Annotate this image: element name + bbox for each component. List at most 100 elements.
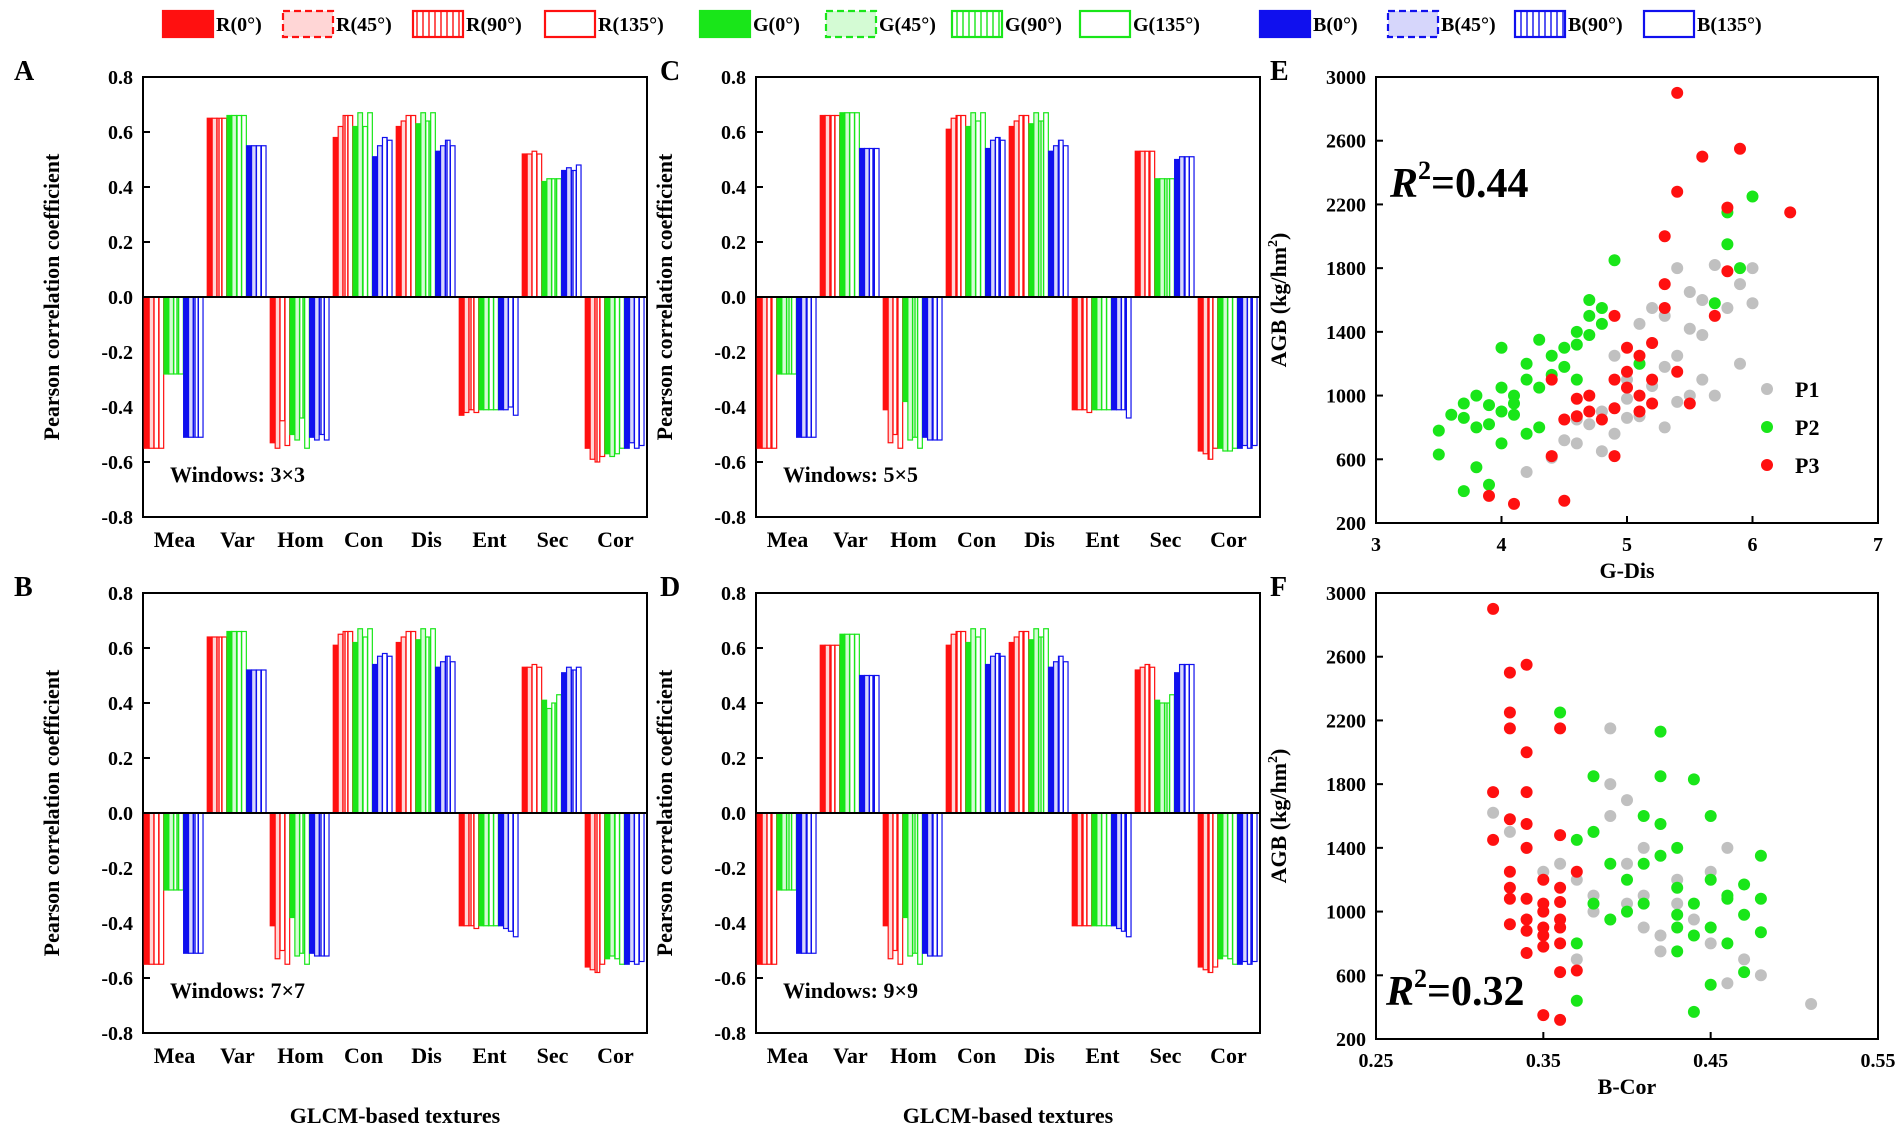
window-size-annotation: Windows: 3×3 <box>170 462 305 487</box>
point-p3 <box>1545 373 1558 386</box>
bar-con-r-135 <box>347 630 354 814</box>
bar-cor-r-135 <box>599 812 606 965</box>
scatter-panel-e: E 200 600 1000 1400 1800 2200 2600 3000 3 4 5 6 7 P1 P2… <box>1266 56 1883 583</box>
bar-mea-g-0 <box>163 812 170 891</box>
bar-cor-g-45 <box>609 296 616 458</box>
bar-mea-g-0 <box>776 812 783 891</box>
point-p1 <box>1754 969 1767 982</box>
bar-mea-r-45 <box>761 812 768 965</box>
bar-cor-r-0 <box>584 296 591 449</box>
bar-ent-r-90 <box>1081 812 1088 927</box>
x-axis-label: G-Dis <box>1600 558 1655 583</box>
bar-var-r-45 <box>211 117 218 298</box>
bar-cor-b-45 <box>1241 812 1248 963</box>
point-p1 <box>1503 825 1516 838</box>
point-p2 <box>1554 706 1567 719</box>
bar-hom-b-90 <box>318 296 325 436</box>
bar-ent-g-0 <box>1091 296 1098 411</box>
point-p3 <box>1696 150 1709 163</box>
bar-var-r-135 <box>834 114 841 298</box>
point-p3 <box>1503 918 1516 931</box>
bar-var-g-135 <box>241 630 247 814</box>
point-p3 <box>1633 405 1646 418</box>
point-p2 <box>1654 725 1667 738</box>
bar-sec-b-135 <box>1188 156 1195 298</box>
bar-ent-g-135 <box>1106 296 1112 411</box>
bar-sec-b-45 <box>1178 156 1185 298</box>
bar-cor-b-90 <box>633 812 640 965</box>
bar-con-g-135 <box>367 628 373 814</box>
bar-hom-b-0 <box>309 296 315 438</box>
bar-sec-b-135 <box>575 666 582 814</box>
bar-var-g-45 <box>844 112 851 298</box>
bar-sec-g-0 <box>541 699 548 814</box>
y-tick-label: 0.6 <box>721 122 746 144</box>
x-tick-label: Cor <box>597 527 634 552</box>
bar-ent-b-90 <box>1120 812 1127 932</box>
legend-marker-p3 <box>1761 459 1773 471</box>
bar-dis-b-45 <box>1052 661 1059 814</box>
x-tick-label: Con <box>344 527 383 552</box>
y-tick-label: 0.0 <box>108 287 133 309</box>
bar-sec-g-45 <box>1159 702 1166 814</box>
bar-sec-g-0 <box>1154 178 1161 298</box>
x-tick-label: 0.25 <box>1359 1050 1394 1072</box>
bar-hom-b-90 <box>931 296 938 441</box>
point-p2 <box>1570 325 1583 338</box>
y-tick-label: 0.6 <box>108 122 133 144</box>
legend-swatch-g-90 <box>950 9 1004 39</box>
bar-var-r-135 <box>221 636 228 814</box>
panel-label: D <box>660 572 680 603</box>
bar-ent-b-45 <box>502 296 509 411</box>
bar-mea-r-0 <box>143 812 150 965</box>
point-p2 <box>1671 945 1684 958</box>
legend-label-g-90: G(90°) <box>1005 14 1062 36</box>
bar-cor-r-90 <box>1207 812 1214 974</box>
panel-label: F <box>1270 572 1287 603</box>
bar-ent-g-90 <box>1101 296 1108 411</box>
bar-con-g-0 <box>965 125 972 298</box>
bar-con-g-90 <box>975 120 982 298</box>
bar-var-b-90 <box>868 147 875 298</box>
point-p2 <box>1734 262 1746 275</box>
bar-dis-r-135 <box>410 114 417 298</box>
bar-mea-b-0 <box>796 296 802 438</box>
bar-var-g-135 <box>854 112 860 298</box>
bar-var-b-45 <box>250 669 257 814</box>
point-p3 <box>1503 706 1516 719</box>
point-p1 <box>1721 302 1734 314</box>
bar-dis-b-90 <box>1057 139 1064 298</box>
bar-ent-b-135 <box>512 296 519 416</box>
bar-con-b-135 <box>386 139 393 298</box>
y-tick-label: 0.2 <box>108 748 133 770</box>
point-p1 <box>1696 329 1709 341</box>
bar-var-b-45 <box>250 145 257 298</box>
bar-mea-b-135 <box>197 812 204 954</box>
bar-ent-g-90 <box>488 296 495 411</box>
point-p2 <box>1754 849 1767 862</box>
y-tick-label: 0.2 <box>108 232 133 254</box>
bar-ent-b-135 <box>512 812 519 938</box>
bar-dis-g-90 <box>425 120 432 298</box>
bar-sec-b-0 <box>1174 158 1180 298</box>
bar-con-g-45 <box>357 628 364 814</box>
bar-con-b-90 <box>994 652 1001 814</box>
y-tick-label: -0.2 <box>714 342 746 364</box>
point-p3 <box>1520 658 1533 671</box>
x-tick-label: Mea <box>767 527 809 552</box>
point-p1 <box>1696 373 1709 386</box>
bar-sec-g-90 <box>551 702 558 814</box>
point-p2 <box>1654 818 1667 830</box>
bar-hom-b-90 <box>318 812 325 957</box>
bar-con-g-90 <box>362 636 369 814</box>
point-p2 <box>1545 349 1558 362</box>
bar-hom-r-0 <box>882 296 889 411</box>
point-p3 <box>1487 602 1500 615</box>
bar-sec-r-90 <box>1144 150 1151 298</box>
bar-con-r-45 <box>950 633 957 814</box>
point-p3 <box>1646 373 1659 386</box>
point-p3 <box>1608 373 1621 386</box>
x-tick-label: Sec <box>1150 527 1182 552</box>
bar-hom-b-45 <box>926 296 933 441</box>
bar-mea-g-90 <box>173 812 180 891</box>
